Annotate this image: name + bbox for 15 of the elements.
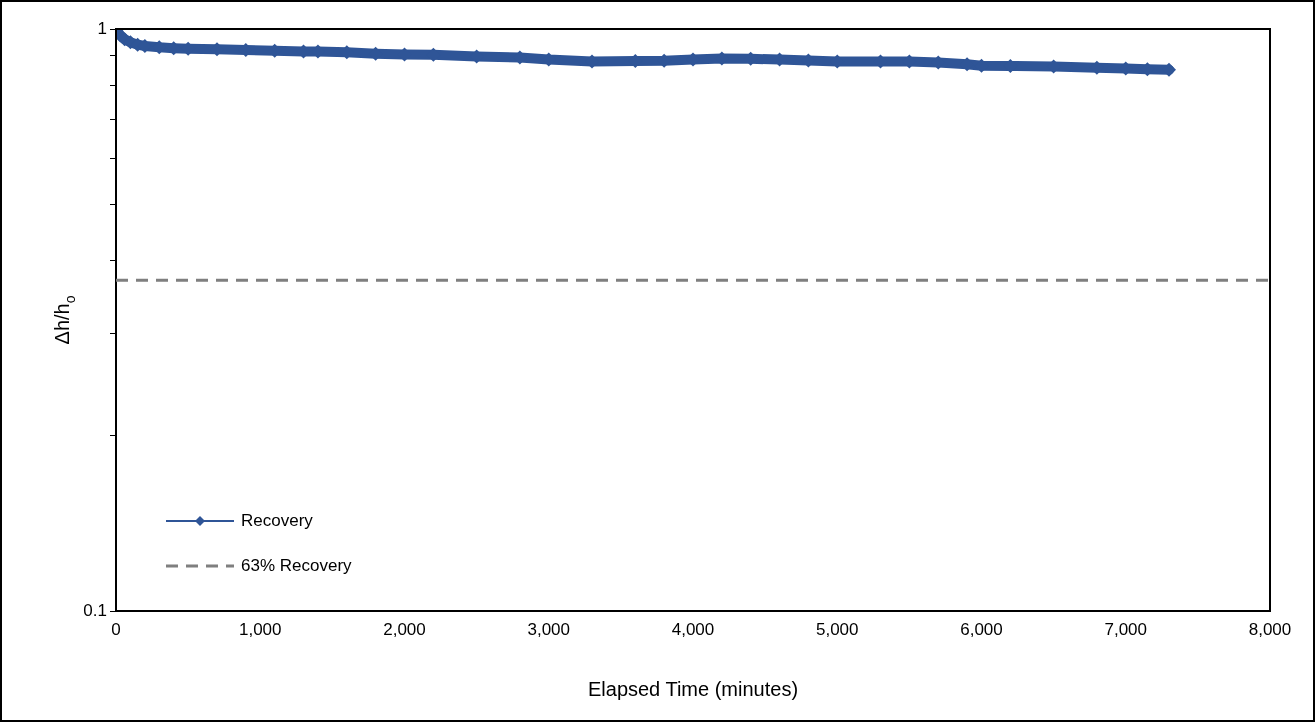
x-tick-label: 8,000: [1248, 619, 1292, 639]
x-tick-label: 2,000: [383, 619, 426, 639]
y-tick-label: 0.1: [83, 600, 107, 620]
x-axis-title: Elapsed Time (minutes): [587, 677, 799, 700]
x-tick-label: 7,000: [1104, 619, 1148, 639]
x-tick-label: 1,000: [238, 619, 282, 639]
y-axis-title: Δh/ho: [51, 295, 78, 345]
x-tick-label: 3,000: [527, 619, 571, 639]
x-tick-label: 6,000: [960, 619, 1003, 639]
legend-label: 63% Recovery: [241, 555, 353, 575]
x-tick-label: 5,000: [815, 619, 859, 639]
legend-label: Recovery: [241, 510, 314, 530]
x-tick-label: 0: [111, 619, 121, 639]
x-tick-label: 4,000: [671, 619, 715, 639]
y-tick-label: 1: [97, 18, 107, 38]
